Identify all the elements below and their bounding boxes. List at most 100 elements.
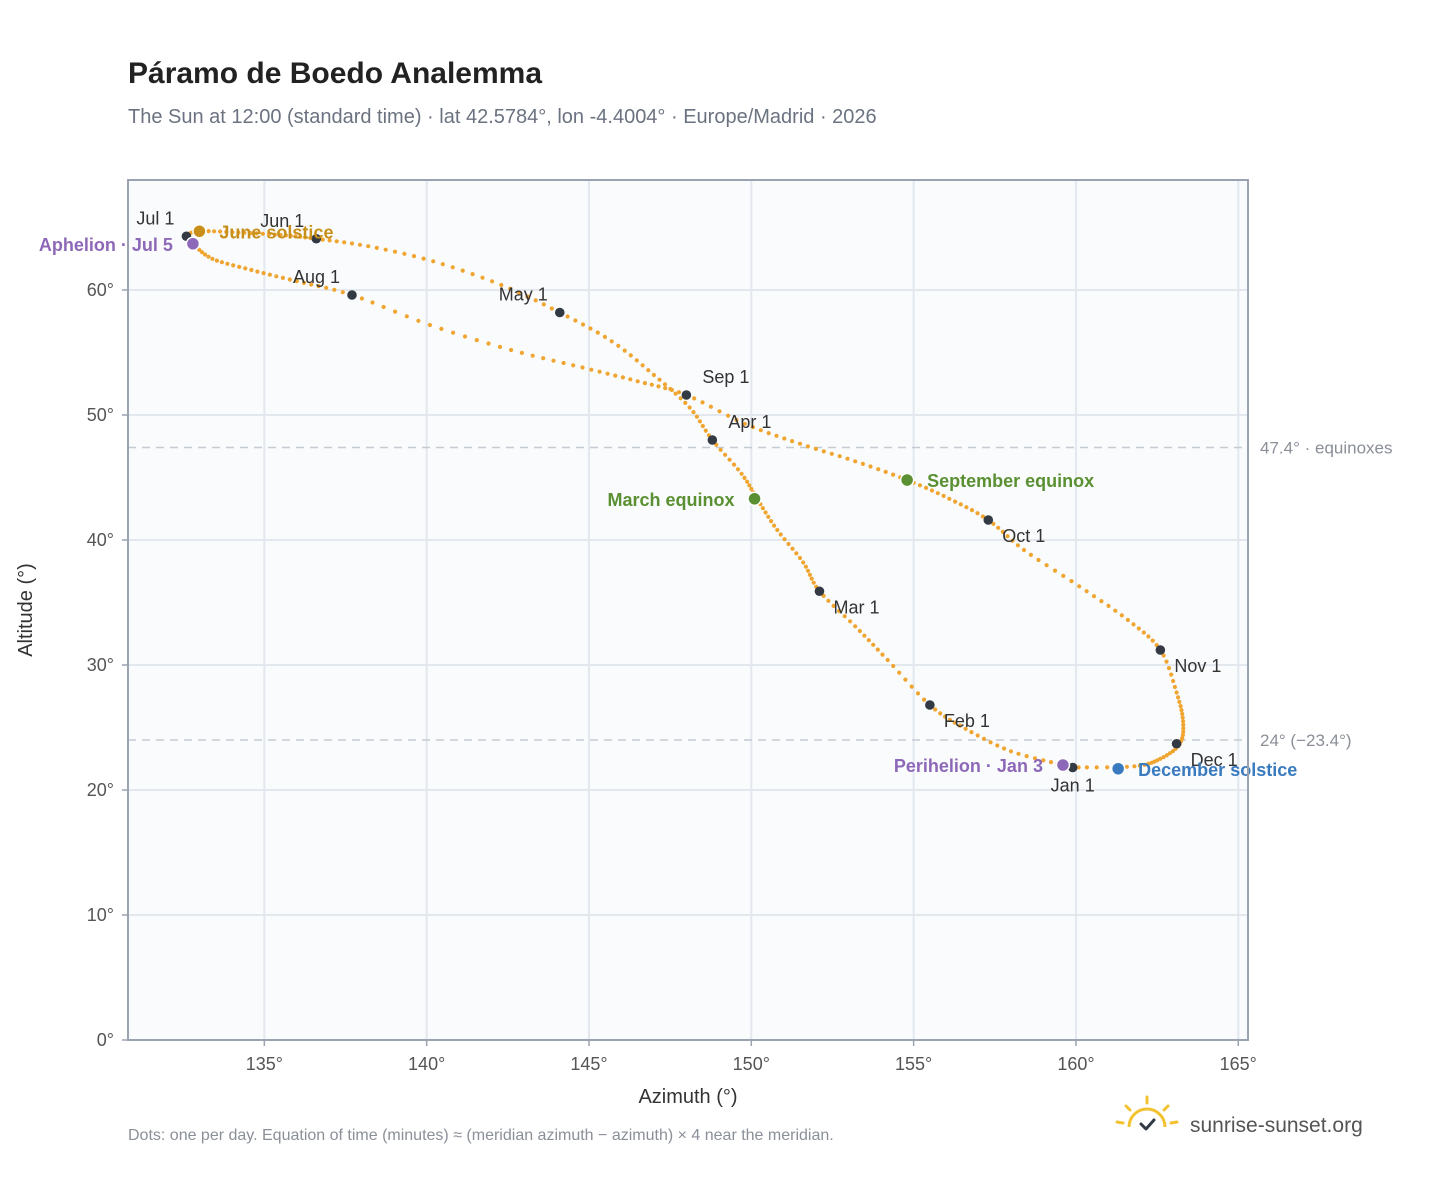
day-dot [254,231,259,236]
x-tick-label: 140° [408,1054,445,1074]
day-dot [516,290,522,295]
day-dot [402,251,407,256]
day-dot [248,231,253,236]
day-dot [700,400,705,405]
day-dot [980,514,986,519]
day-dot [1146,634,1151,639]
chart-title: Páramo de Boedo Analemma [128,57,542,90]
day-dot [640,363,645,368]
y-tick-label: 0° [97,1030,114,1050]
day-dot [320,237,325,242]
day-dot [1124,764,1129,769]
y-tick-label: 10° [87,905,114,925]
y-tick-label: 60° [87,280,114,300]
day-dot [676,390,682,395]
day-dot [692,396,697,401]
day-dot [1180,715,1185,720]
event-marker-dot [899,472,915,488]
day-dot [231,263,236,268]
day-dot [206,254,211,259]
brand-logo[interactable]: sunrise-sunset.org [1115,1095,1363,1137]
day-dot [416,318,421,323]
day-dot [274,274,279,279]
month-marker-dot [1067,762,1078,773]
event-marker-label: September equinox [927,471,1094,491]
day-dot [694,414,700,419]
day-dot [634,358,639,363]
day-dot [1099,599,1104,604]
day-dot [573,318,578,323]
day-dot [450,265,455,270]
day-dot [1158,756,1163,761]
day-dot [1008,749,1014,754]
day-dot [595,330,600,335]
day-dot [1002,746,1007,751]
day-dot [357,242,363,247]
day-dot [941,493,946,498]
day-dot [1094,765,1099,770]
day-dot [404,314,409,319]
day-dot [301,280,307,285]
day-dot [565,314,570,319]
month-marker-dot [681,390,692,400]
day-dot [883,469,888,474]
day-dot [1084,589,1089,594]
grid [128,180,1248,1041]
day-dot [616,343,621,348]
day-dot [991,521,996,526]
day-dot [803,564,809,569]
day-dot [1076,765,1081,770]
day-dot [749,486,754,491]
day-dot [393,309,398,314]
day-dot [324,285,329,290]
day-dot [327,238,332,243]
day-dot [826,598,831,603]
day-dot [897,670,902,675]
day-dot [1010,538,1015,543]
day-dot [236,230,241,235]
day-dot [723,452,728,457]
day-dot [868,464,873,469]
plot-frame [127,179,1249,1041]
day-dot [366,244,371,249]
y-tick-label: 40° [87,530,114,550]
day-dot [938,711,943,716]
event-marker-dot [185,236,201,251]
day-dot [933,707,938,712]
day-dot [1177,699,1182,705]
day-dot [952,720,957,725]
day-dot [853,624,858,629]
x-tick-label: 155° [895,1054,932,1074]
day-dot [935,491,940,496]
day-dot [805,444,811,449]
day-dot [316,284,321,289]
day-dot [957,723,963,728]
day-dot [224,229,229,234]
day-dot [1164,753,1169,758]
y-axis-title: Altitude (°) [15,563,37,657]
day-dot [786,541,791,547]
day-dot [943,714,948,719]
day-dot [381,304,386,310]
day-dot [731,462,737,467]
event-marker-label: Perihelion · Jan 3 [894,756,1043,776]
day-dot [662,382,668,387]
day-dot [909,684,914,689]
day-dot [903,677,908,682]
event-marker-label: Aphelion · Jul 5 [39,235,173,255]
day-dot [508,286,513,291]
event-marker-dot [747,491,762,506]
day-dot [657,377,662,382]
day-dot [530,353,535,358]
day-dot [1032,756,1038,761]
day-dot [794,551,799,556]
day-dot [218,229,223,234]
day-dot [1125,617,1130,623]
day-dot [862,633,867,638]
day-dot [891,472,896,477]
day-dot [750,425,756,430]
day-dot [212,229,217,234]
day-dot [1181,729,1186,734]
day-dot [214,258,219,263]
day-dot [1113,608,1118,613]
